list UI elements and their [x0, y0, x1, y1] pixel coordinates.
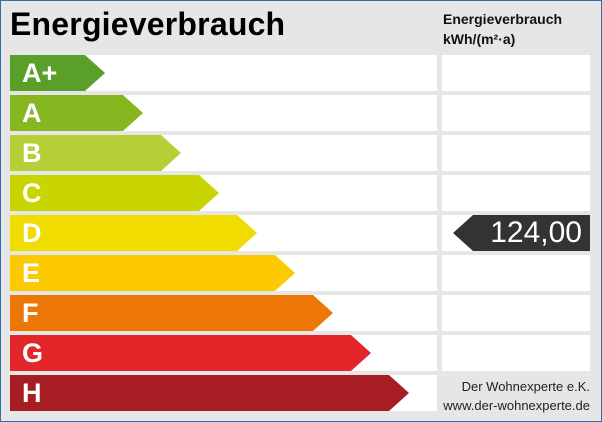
energy-class-label: D — [22, 218, 42, 248]
value-cell — [442, 55, 590, 91]
energy-class-label: C — [22, 178, 42, 208]
value-text: 124,00 — [490, 216, 582, 249]
energy-class-label: G — [22, 338, 44, 368]
energy-class-label: A+ — [22, 58, 58, 88]
column-unit: kWh/(m²·a) — [443, 31, 516, 47]
value-cell — [442, 175, 590, 211]
energy-class-row-F: F — [10, 295, 437, 331]
energy-class-label: B — [22, 138, 42, 168]
energy-class-label: A — [22, 98, 42, 128]
energy-class-row-C: C — [10, 175, 437, 211]
value-cell — [442, 95, 590, 131]
footer-company: Der Wohnexperte e.K. — [461, 379, 590, 394]
energy-class-label: H — [22, 378, 42, 408]
energy-class-label: F — [22, 298, 39, 328]
column-title: Energieverbrauch — [443, 11, 563, 27]
energy-class-row-D: D — [10, 215, 437, 251]
footer-website: www.der-wohnexperte.de — [443, 398, 590, 413]
value-cell — [442, 255, 590, 291]
energy-class-row-A: A — [10, 95, 437, 131]
marker-arrow-shape — [453, 215, 590, 251]
energy-class-row-A+: A+ — [10, 55, 437, 91]
energy-class-row-G: G — [10, 335, 437, 371]
value-cell — [442, 335, 590, 371]
column-header: Energieverbrauch kWh/(m²·a) — [443, 9, 562, 49]
energy-class-row-H: H — [10, 375, 437, 411]
page-title: Energieverbrauch — [10, 6, 286, 42]
energy-class-row-B: B — [10, 135, 437, 171]
value-marker: 124,00 — [453, 215, 590, 251]
footer: Der Wohnexperte e.K. www.der-wohnexperte… — [438, 377, 590, 415]
energy-class-row-E: E — [10, 255, 437, 291]
value-cell — [442, 295, 590, 331]
value-cell — [442, 135, 590, 171]
energy-class-label: E — [22, 258, 41, 288]
